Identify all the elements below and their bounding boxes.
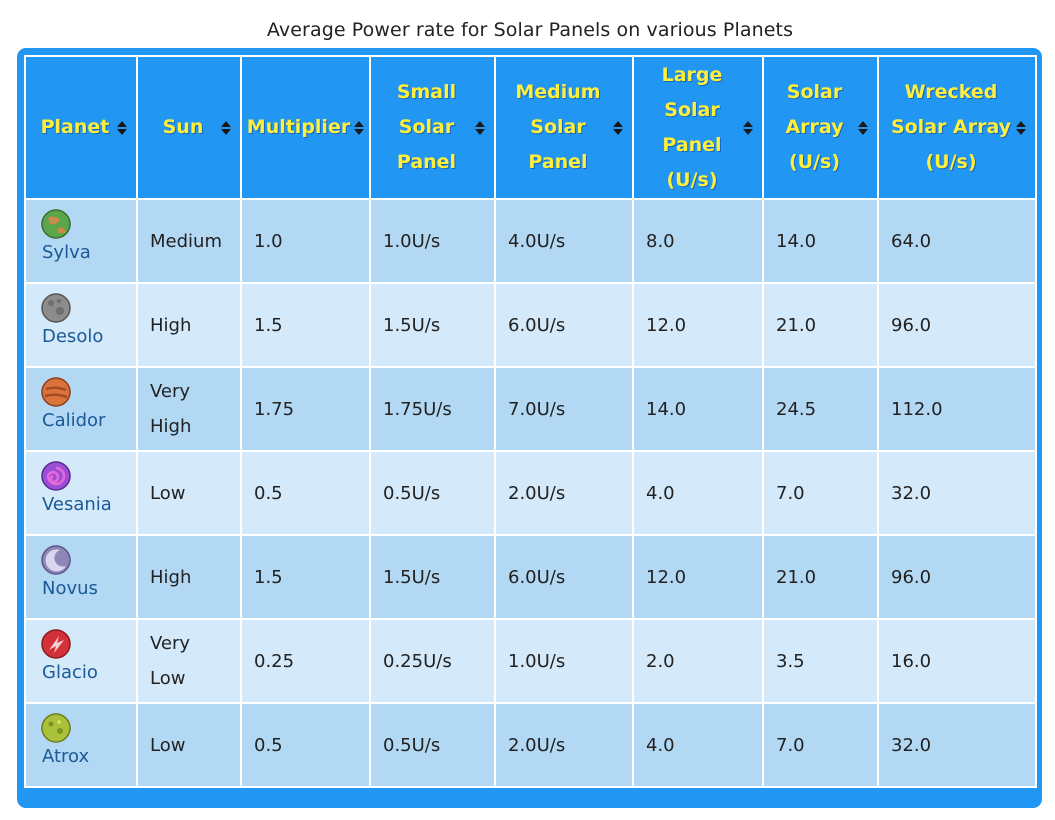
cell-large-solar-panel: 4.0 <box>632 702 764 788</box>
cell-large-solar-panel: 14.0 <box>632 366 764 452</box>
planet-link[interactable]: Vesania <box>42 494 112 515</box>
cell-sun: High <box>136 282 242 368</box>
cell-wrecked-solar-array: 96.0 <box>877 534 1037 620</box>
cell-sun: Very High <box>136 366 242 452</box>
planet-link[interactable]: Glacio <box>42 662 98 683</box>
table-row: Calidor Very High 1.75 1.75U/s 7.0U/s 14.0 24.5… <box>24 366 1037 452</box>
cell-planet: Atrox <box>24 702 138 788</box>
cell-planet: Desolo <box>24 282 138 368</box>
cell-wrecked-solar-array: 96.0 <box>877 282 1037 368</box>
vesania-planet-icon <box>41 461 71 491</box>
sort-icon[interactable] <box>221 120 231 135</box>
sort-icon[interactable] <box>743 120 753 135</box>
cell-multiplier: 1.5 <box>240 282 371 368</box>
calidor-planet-icon <box>41 377 71 407</box>
cell-small-solar-panel: 0.25U/s <box>369 618 496 704</box>
cell-wrecked-solar-array: 32.0 <box>877 450 1037 536</box>
cell-planet: Glacio <box>24 618 138 704</box>
cell-multiplier: 0.5 <box>240 702 371 788</box>
cell-small-solar-panel: 1.5U/s <box>369 282 496 368</box>
header-solar-array[interactable]: Solar Array (U/s) <box>762 55 879 200</box>
cell-wrecked-solar-array: 112.0 <box>877 366 1037 452</box>
desolo-planet-icon <box>41 293 71 323</box>
cell-medium-solar-panel: 6.0U/s <box>494 534 634 620</box>
cell-solar-array: 7.0 <box>762 702 879 788</box>
sort-icon[interactable] <box>858 120 868 135</box>
cell-small-solar-panel: 0.5U/s <box>369 702 496 788</box>
cell-small-solar-panel: 1.75U/s <box>369 366 496 452</box>
sort-icon[interactable] <box>354 120 364 135</box>
header-multiplier[interactable]: Multiplier <box>240 55 371 200</box>
planet-link[interactable]: Calidor <box>42 410 106 431</box>
cell-multiplier: 1.5 <box>240 534 371 620</box>
planet-link[interactable]: Desolo <box>42 326 104 347</box>
header-sun[interactable]: Sun <box>136 55 242 200</box>
sort-icon[interactable] <box>117 120 127 135</box>
planet-link[interactable]: Atrox <box>42 746 90 767</box>
novus-planet-icon <box>41 545 71 575</box>
cell-wrecked-solar-array: 64.0 <box>877 198 1037 284</box>
atrox-planet-icon <box>41 713 71 743</box>
table-row: Glacio Very Low 0.25 0.25U/s 1.0U/s 2.0 3.5 16.0 <box>24 618 1037 704</box>
cell-multiplier: 1.0 <box>240 198 371 284</box>
cell-multiplier: 0.25 <box>240 618 371 704</box>
table-row: Desolo High 1.5 1.5U/s 6.0U/s 12.0 21.0 96.0 <box>24 282 1037 368</box>
cell-solar-array: 14.0 <box>762 198 879 284</box>
header-planet[interactable]: Planet <box>24 55 138 200</box>
cell-small-solar-panel: 1.0U/s <box>369 198 496 284</box>
cell-medium-solar-panel: 7.0U/s <box>494 366 634 452</box>
cell-sun: Low <box>136 702 242 788</box>
cell-wrecked-solar-array: 16.0 <box>877 618 1037 704</box>
cell-wrecked-solar-array: 32.0 <box>877 702 1037 788</box>
cell-large-solar-panel: 12.0 <box>632 282 764 368</box>
header-row: Planet Sun Multiplier Small Solar Panel Me… <box>24 55 1037 200</box>
cell-medium-solar-panel: 2.0U/s <box>494 702 634 788</box>
cell-small-solar-panel: 0.5U/s <box>369 450 496 536</box>
cell-medium-solar-panel: 6.0U/s <box>494 282 634 368</box>
header-medium-solar-panel[interactable]: Medium Solar Panel <box>494 55 634 200</box>
cell-multiplier: 1.75 <box>240 366 371 452</box>
cell-planet: Novus <box>24 534 138 620</box>
sort-icon[interactable] <box>475 120 485 135</box>
sort-icon[interactable] <box>1016 120 1026 135</box>
cell-planet: Sylva <box>24 198 138 284</box>
cell-medium-solar-panel: 2.0U/s <box>494 450 634 536</box>
cell-large-solar-panel: 2.0 <box>632 618 764 704</box>
planet-link[interactable]: Sylva <box>42 242 91 263</box>
cell-multiplier: 0.5 <box>240 450 371 536</box>
glacio-planet-icon <box>41 629 71 659</box>
header-wrecked-solar-array[interactable]: Wrecked Solar Array (U/s) <box>877 55 1037 200</box>
cell-solar-array: 24.5 <box>762 366 879 452</box>
table-row: Vesania Low 0.5 0.5U/s 2.0U/s 4.0 7.0 32.0 <box>24 450 1037 536</box>
cell-sun: Very Low <box>136 618 242 704</box>
cell-small-solar-panel: 1.5U/s <box>369 534 496 620</box>
cell-large-solar-panel: 4.0 <box>632 450 764 536</box>
cell-planet: Vesania <box>24 450 138 536</box>
sort-icon[interactable] <box>613 120 623 135</box>
cell-solar-array: 7.0 <box>762 450 879 536</box>
table-row: Atrox Low 0.5 0.5U/s 2.0U/s 4.0 7.0 32.0 <box>24 702 1037 788</box>
planet-link[interactable]: Novus <box>42 578 98 599</box>
cell-sun: Medium <box>136 198 242 284</box>
cell-medium-solar-panel: 1.0U/s <box>494 618 634 704</box>
table-row: Novus High 1.5 1.5U/s 6.0U/s 12.0 21.0 96.0 <box>24 534 1037 620</box>
cell-solar-array: 21.0 <box>762 534 879 620</box>
table-frame: Planet Sun Multiplier Small Solar Panel Me… <box>17 48 1042 808</box>
cell-large-solar-panel: 8.0 <box>632 198 764 284</box>
cell-planet: Calidor <box>24 366 138 452</box>
cell-medium-solar-panel: 4.0U/s <box>494 198 634 284</box>
table-row: Sylva Medium 1.0 1.0U/s 4.0U/s 8.0 14.0 64.0 <box>24 198 1037 284</box>
table-caption: Average Power rate for Solar Panels on v… <box>266 19 794 41</box>
cell-solar-array: 3.5 <box>762 618 879 704</box>
cell-large-solar-panel: 12.0 <box>632 534 764 620</box>
cell-sun: High <box>136 534 242 620</box>
header-large-solar-panel[interactable]: Large Solar Panel (U/s) <box>632 55 764 200</box>
cell-sun: Low <box>136 450 242 536</box>
solar-power-table: Planet Sun Multiplier Small Solar Panel Me… <box>24 55 1037 788</box>
header-small-solar-panel[interactable]: Small Solar Panel <box>369 55 496 200</box>
cell-solar-array: 21.0 <box>762 282 879 368</box>
sylva-planet-icon <box>41 209 71 239</box>
